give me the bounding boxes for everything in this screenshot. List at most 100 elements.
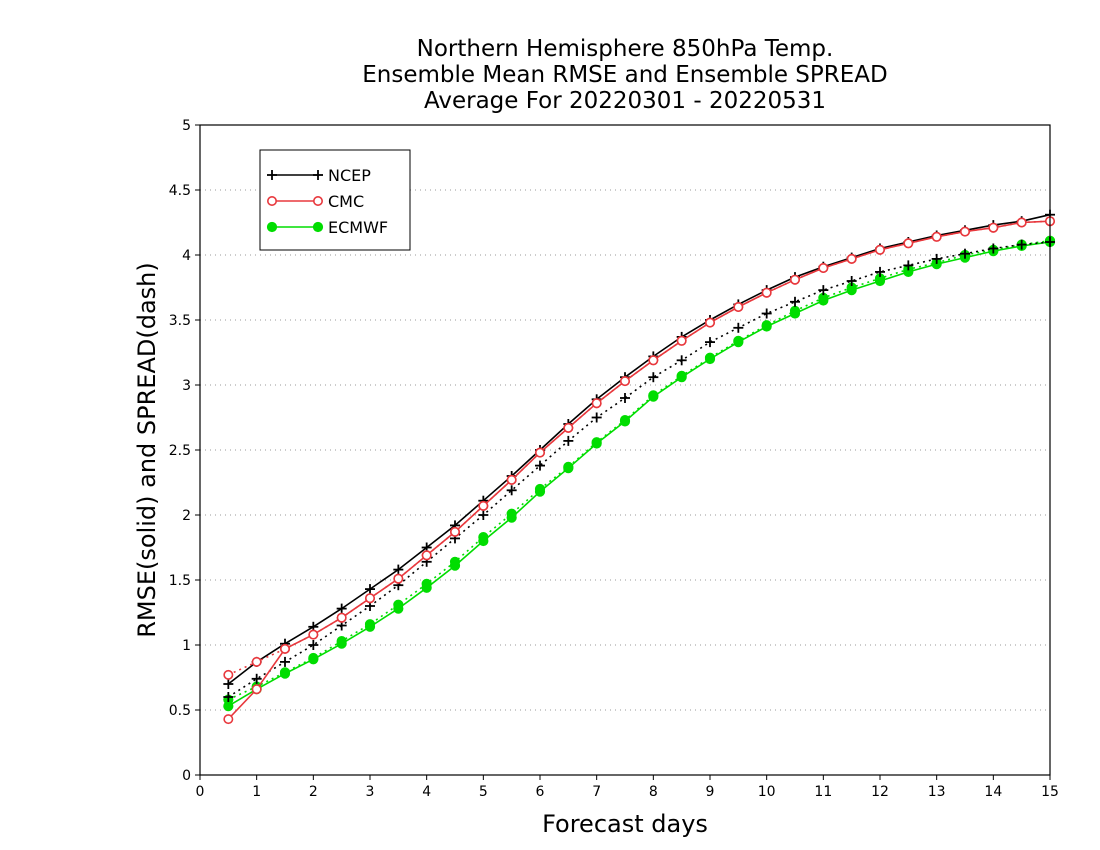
cmc-rmse-line-point	[251, 684, 262, 695]
cmc-rmse-line-point	[534, 447, 545, 458]
cmc-spread-line-point	[251, 656, 262, 667]
y-tick-label: 5	[182, 118, 191, 134]
ecmwf-rmse-line	[227, 241, 1051, 707]
cmc-rmse-line-point	[591, 398, 602, 409]
ncep-spread-line-point	[960, 248, 970, 259]
ncep-rmse-line-point	[223, 679, 234, 689]
ncep-spread-line-point	[563, 435, 574, 446]
ncep-spread-line-point	[620, 393, 630, 403]
cmc-rmse-line-point	[308, 629, 319, 640]
ncep-spread-line-point	[875, 266, 885, 277]
x-tick-label: 13	[928, 784, 946, 800]
title-line-2: Ensemble Mean RMSE and Ensemble SPREAD	[362, 62, 888, 88]
ecmwf-rmse-line-point	[393, 603, 404, 614]
x-tick-label: 10	[758, 784, 776, 800]
ncep-spread-line-point	[903, 260, 914, 271]
ncep-spread-line-point	[790, 296, 800, 307]
ecmwf-rmse-line-point	[648, 391, 659, 402]
legend-marker-right	[313, 170, 323, 180]
ncep-rmse-line-point	[365, 584, 375, 595]
legend-marker-right	[312, 221, 324, 233]
x-tick-label: 9	[706, 784, 715, 800]
cmc-spread-line	[227, 220, 1051, 676]
ecmwf-rmse-line-point	[279, 668, 291, 679]
legend-marker-left	[266, 196, 277, 207]
cmc-rmse-line-point	[421, 550, 432, 561]
ecmwf-rmse-line-point	[308, 654, 319, 665]
y-tick-label: 0.5	[169, 703, 191, 719]
x-tick-label: 4	[422, 784, 431, 800]
cmc-rmse-line-point	[874, 244, 885, 255]
ecmwf-rmse-line-point	[563, 463, 574, 474]
cmc-rmse-line-point	[506, 474, 517, 485]
ecmwf-rmse-line-point	[676, 372, 687, 383]
ncep-spread-line-point	[818, 285, 829, 296]
x-tick-label: 15	[1041, 784, 1059, 800]
x-tick-label: 3	[366, 784, 375, 800]
cmc-rmse-line-point	[903, 238, 914, 249]
ecmwf-rmse-line-point	[733, 337, 744, 348]
legend-entry-ncep: NCEP	[267, 166, 371, 185]
ncep-spread-line-point	[733, 322, 744, 333]
cmc-rmse-line-point	[959, 226, 970, 237]
ecmwf-rmse-line-point	[761, 321, 772, 332]
ecmwf-rmse-line-point	[478, 535, 489, 547]
ecmwf-rmse-line-point	[223, 701, 234, 712]
cmc-rmse-line-point	[789, 274, 800, 285]
cmc-rmse-line-point	[988, 222, 999, 233]
ncep-spread-line-point	[846, 276, 857, 286]
cmc-rmse-line-point	[761, 287, 772, 298]
x-tick-label: 14	[984, 784, 1002, 800]
x-tick-label: 2	[309, 784, 318, 800]
ncep-rmse-line	[227, 213, 1051, 685]
ncep-spread-line-point	[648, 372, 659, 383]
ecmwf-rmse-line-point	[421, 582, 432, 593]
y-tick-label: 0	[182, 768, 191, 784]
y-tick-label: 2	[182, 508, 191, 524]
y-axis-title: RMSE(solid) and SPREAD(dash)	[133, 262, 161, 638]
cmc-rmse-line-point	[393, 573, 404, 584]
y-tick-label: 3	[182, 378, 191, 394]
ecmwf-rmse-line-point	[789, 308, 801, 319]
ncep-spread-line-point	[761, 308, 772, 319]
ncep-spread-line-point	[506, 485, 517, 496]
ncep-spread-line	[227, 241, 1051, 698]
y-tick-label: 4	[182, 248, 191, 264]
ecmwf-rmse-line-point	[846, 285, 857, 296]
legend-box	[259, 149, 411, 251]
title-line-3: Average For 20220301 - 20220531	[423, 88, 827, 114]
ncep-rmse-line-point	[393, 564, 404, 575]
x-tick-label: 6	[536, 784, 545, 800]
y-tick-label: 1	[182, 638, 191, 654]
ncep-spread-line-point	[1016, 239, 1027, 250]
y-tick-label: 4.5	[169, 183, 191, 199]
cmc-rmse-line-point	[818, 262, 829, 273]
ecmwf-rmse-line-point	[506, 512, 517, 523]
ncep-spread-line-point	[308, 640, 319, 650]
title-line-1: Northern Hemisphere 850hPa Temp.	[416, 36, 834, 62]
legend-label: ECMWF	[328, 218, 388, 237]
ncep-spread-line-point	[705, 337, 715, 348]
ecmwf-rmse-line-point	[818, 295, 829, 306]
x-tick-label: 5	[479, 784, 488, 800]
ncep-spread-line-point	[535, 460, 545, 471]
legend-entry-cmc: CMC	[266, 192, 364, 211]
cmc-rmse-line-point	[676, 335, 687, 346]
x-tick-label: 12	[871, 784, 889, 800]
ncep-spread-line-point	[223, 692, 234, 702]
cmc-rmse-line-point	[733, 301, 744, 312]
ecmwf-rmse-line-point	[336, 638, 347, 649]
ncep-rmse-line-point	[336, 603, 347, 614]
legend: NCEP CMC ECMWF	[259, 149, 411, 251]
ecmwf-spread-line	[227, 239, 1051, 701]
cmc-rmse-line-point	[279, 643, 290, 654]
ncep-spread-line-point	[478, 510, 489, 520]
legend-label: NCEP	[328, 166, 371, 185]
ncep-spread-line-point	[591, 412, 602, 423]
ncep-spread-line-point	[676, 355, 687, 366]
chart-title: Northern Hemisphere 850hPa Temp. Ensembl…	[200, 36, 1050, 114]
x-tick-label: 7	[592, 784, 601, 800]
y-tick-label: 2.5	[169, 443, 191, 459]
x-tick-label: 0	[196, 784, 205, 800]
